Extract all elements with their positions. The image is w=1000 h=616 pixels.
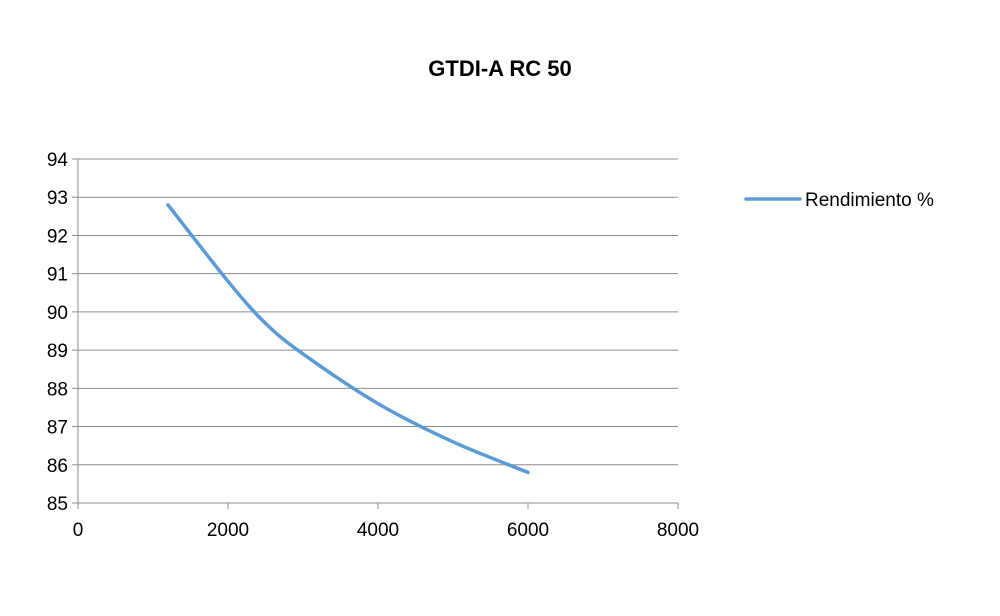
y-tick-label: 88	[47, 379, 68, 400]
y-tick-label: 91	[47, 265, 68, 286]
x-tick-label: 6000	[507, 520, 549, 541]
series-line-rendimiento	[166, 203, 530, 475]
axes: 85 86 87 88 89 90 91 92 93 94 0 2000 4000 6000 8000	[47, 150, 699, 541]
x-tick-label: 8000	[657, 520, 699, 541]
x-tick-label: 4000	[357, 520, 399, 541]
y-tick-label: 85	[47, 494, 68, 515]
y-tick-label: 90	[47, 303, 68, 324]
y-tick-label: 87	[47, 418, 68, 439]
chart-title: GTDI-A RC 50	[428, 56, 572, 81]
x-tick-label: 0	[73, 520, 84, 541]
x-tick-label: 2000	[207, 520, 249, 541]
gridlines	[78, 158, 678, 466]
y-tick-label: 86	[47, 456, 68, 477]
y-tick-label: 93	[47, 188, 68, 209]
y-tick-label: 94	[47, 150, 69, 171]
y-tick-label: 92	[47, 226, 68, 247]
legend-label: Rendimiento %	[805, 190, 934, 211]
legend: Rendimiento %	[744, 190, 934, 211]
series-layer	[166, 203, 530, 475]
y-tick-label: 89	[47, 341, 68, 362]
